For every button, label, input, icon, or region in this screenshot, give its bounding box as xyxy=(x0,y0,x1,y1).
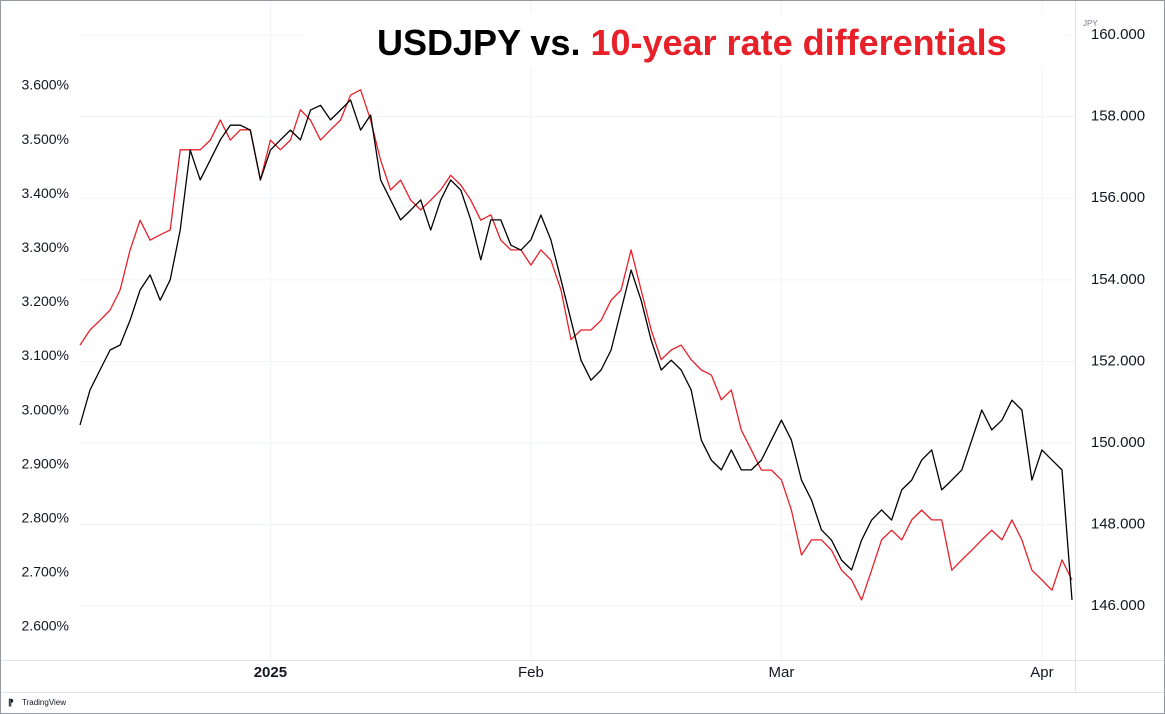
series-line xyxy=(79,89,1073,601)
grid xyxy=(80,1,1075,660)
y2-tick-label: 152.000 xyxy=(1091,352,1145,369)
y-tick-label: 3.000% xyxy=(22,401,69,417)
y-tick-label: 3.300% xyxy=(22,239,69,255)
title-part: USDJPY vs. xyxy=(377,22,580,63)
y-tick-label: 3.500% xyxy=(22,131,69,147)
y2-axis-unit: JPY xyxy=(1083,19,1098,28)
y2-tick-label: 148.000 xyxy=(1091,516,1145,533)
y2-tick-label: 146.000 xyxy=(1091,597,1145,614)
title-background xyxy=(305,14,1065,66)
y-tick-label: 2.700% xyxy=(22,564,69,580)
series-line xyxy=(79,99,1073,601)
y-tick-label: 2.900% xyxy=(22,455,69,471)
y2-tick-label: 156.000 xyxy=(1091,189,1145,206)
lines xyxy=(79,89,1073,601)
title-part: 10-year rate differentials xyxy=(590,22,1006,63)
y-tick-label: 3.600% xyxy=(22,77,69,93)
y2-tick-label: 150.000 xyxy=(1091,434,1145,451)
y-tick-label: 2.600% xyxy=(22,618,69,634)
chart-title: USDJPY vs. 10-year rate differentials xyxy=(377,22,1007,63)
y-tick-label: 2.800% xyxy=(22,510,69,526)
x-tick-label: 2025 xyxy=(254,664,287,681)
y-tick-label: 3.100% xyxy=(22,347,69,363)
x-tick-label: Mar xyxy=(768,664,794,681)
x-tick-label: Apr xyxy=(1030,664,1053,681)
y2-tick-label: 160.000 xyxy=(1091,26,1145,43)
logo: ⁋ xyxy=(8,697,14,707)
y-tick-label: 3.400% xyxy=(22,185,69,201)
y2-tick-label: 154.000 xyxy=(1091,271,1145,288)
x-tick-label: Feb xyxy=(518,664,544,681)
y-tick-label: 3.200% xyxy=(22,293,69,309)
y2-tick-label: 158.000 xyxy=(1091,108,1145,125)
watermark: TradingView xyxy=(22,698,66,707)
